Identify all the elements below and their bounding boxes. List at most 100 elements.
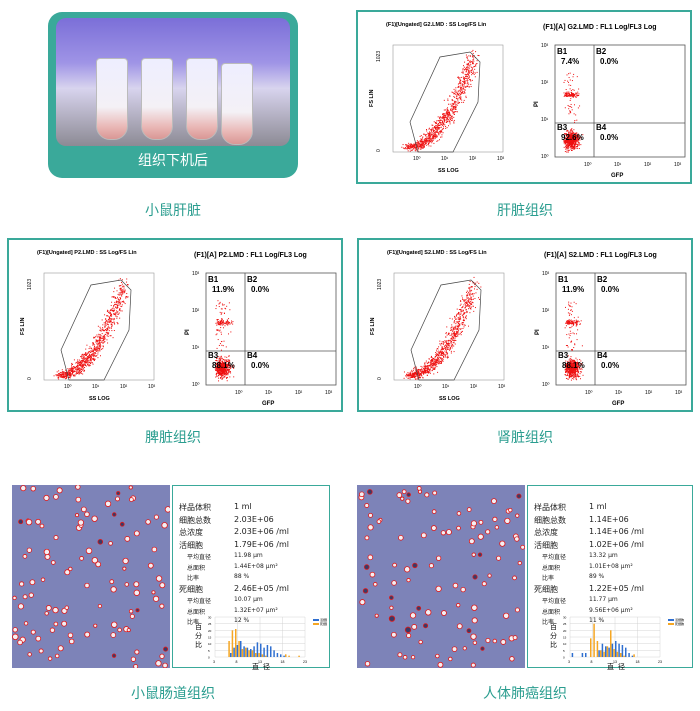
event-dot [568, 337, 570, 339]
event-dot [113, 319, 115, 321]
event-dot [96, 336, 98, 338]
event-dot [467, 67, 469, 69]
event-dot [116, 290, 118, 292]
event-dot [60, 376, 62, 378]
event-dot [117, 306, 119, 308]
event-dot [439, 361, 441, 363]
event-dot [71, 368, 73, 370]
event-dot [112, 307, 114, 309]
event-dot [90, 360, 92, 362]
event-dot [434, 133, 436, 135]
event-dot [455, 106, 457, 108]
event-dot [449, 113, 451, 115]
event-dot [451, 338, 453, 340]
event-dot [69, 372, 71, 374]
event-dot [461, 92, 463, 94]
cell-marker [57, 645, 64, 652]
event-dot [216, 363, 218, 365]
event-dot [453, 315, 455, 317]
gfp-tick: 10³ [674, 162, 682, 168]
event-dot [565, 345, 567, 347]
event-dot [425, 137, 427, 139]
event-dot [570, 356, 572, 358]
event-dot [411, 146, 413, 148]
event-dot [225, 374, 227, 376]
event-dot [465, 316, 467, 318]
event-dot [88, 359, 90, 361]
event-dot [425, 365, 427, 367]
event-dot [567, 308, 569, 310]
event-dot [445, 332, 447, 334]
event-dot [436, 130, 438, 132]
quadrant-value: 0.0% [601, 285, 619, 294]
event-dot [430, 137, 432, 139]
event-dot [219, 367, 221, 369]
event-dot [453, 322, 455, 324]
event-dot [115, 306, 117, 308]
event-dot [438, 128, 440, 130]
event-dot [447, 113, 449, 115]
event-dot [445, 127, 447, 129]
event-dot [428, 358, 430, 360]
event-dot [439, 116, 441, 118]
event-dot [577, 145, 579, 147]
event-dot [577, 320, 579, 322]
event-dot [106, 333, 108, 335]
event-dot [566, 147, 568, 149]
event-dot [93, 354, 95, 356]
event-dot [569, 145, 571, 147]
event-dot [421, 369, 423, 371]
event-dot [81, 369, 83, 371]
event-dot [449, 345, 451, 347]
event-dot [60, 376, 62, 378]
event-dot [574, 362, 576, 364]
event-dot [572, 332, 574, 334]
event-dot [224, 361, 226, 363]
event-dot [471, 79, 473, 81]
event-dot [470, 71, 472, 73]
event-dot [75, 366, 77, 368]
event-dot [427, 140, 429, 142]
event-dot [460, 310, 462, 312]
event-dot [568, 140, 570, 142]
event-dot [450, 327, 452, 329]
event-dot [576, 144, 578, 146]
event-dot [449, 103, 451, 105]
event-dot [456, 96, 458, 98]
event-dot [571, 378, 573, 380]
event-dot [432, 357, 434, 359]
event-dot [124, 292, 126, 294]
event-dot [440, 123, 442, 125]
event-dot [470, 286, 472, 288]
cell-marker [44, 611, 49, 616]
event-dot [91, 356, 93, 358]
scatter-plot [393, 272, 505, 381]
event-dot [576, 324, 578, 326]
event-dot [435, 362, 437, 364]
event-dot [76, 366, 78, 368]
cell-marker [30, 485, 36, 492]
event-dot [573, 301, 575, 303]
cell-marker [17, 603, 24, 610]
event-dot [447, 99, 449, 101]
event-dot [569, 106, 571, 108]
event-dot [419, 146, 421, 148]
event-dot [429, 132, 431, 134]
event-dot [467, 82, 469, 84]
event-dot [220, 333, 222, 335]
event-dot [78, 372, 80, 374]
event-dot [224, 323, 226, 325]
event-dot [117, 322, 119, 324]
event-dot [92, 363, 94, 365]
event-dot [221, 378, 223, 380]
event-dot [412, 374, 414, 376]
event-dot [567, 321, 569, 323]
event-dot [453, 340, 455, 342]
event-dot [68, 373, 70, 375]
event-dot [456, 333, 458, 335]
event-dot [571, 129, 573, 131]
event-dot [85, 357, 87, 359]
event-dot [80, 365, 82, 367]
event-dot [457, 328, 459, 330]
event-dot [418, 143, 420, 145]
